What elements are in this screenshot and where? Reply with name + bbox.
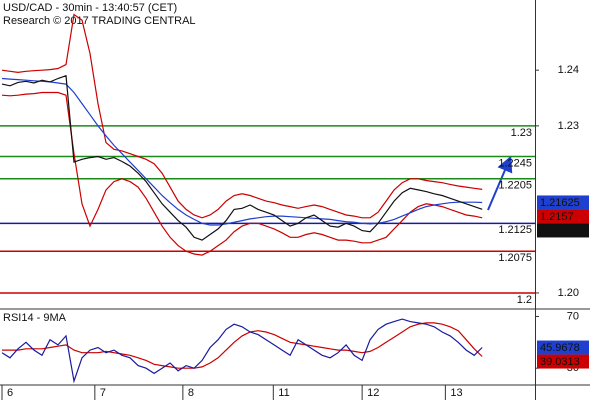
x-tick-label: 8 — [188, 387, 194, 399]
y-tick-label: 70 — [567, 310, 579, 322]
price-tag-label: 1.21625 — [540, 197, 580, 209]
series-line — [1, 13, 483, 219]
y-tick-label: 1.23 — [558, 120, 579, 132]
x-tick-label: 7 — [100, 387, 106, 399]
level-label: 1.2125 — [498, 224, 532, 236]
level-label: 1.2205 — [498, 180, 532, 192]
price-tag — [537, 354, 589, 369]
series-line — [2, 322, 483, 369]
series-line — [1, 91, 483, 256]
price-tag — [537, 195, 589, 210]
chart-subtitle: Research © 2017 TRADING CENTRAL — [3, 15, 196, 27]
level-label: 1.2075 — [498, 252, 532, 264]
x-tick-label: 12 — [367, 387, 379, 399]
x-tick-label: 6 — [7, 387, 13, 399]
level-label: 1.23 — [511, 127, 532, 139]
level-label: 1.2245 — [498, 157, 532, 169]
forecast-arrow — [487, 155, 513, 211]
price-tag-label: 1.21502 — [540, 225, 580, 237]
price-tag-label: 39.0313 — [540, 356, 580, 368]
y-tick-label: 1.20 — [558, 287, 579, 299]
series-line — [1, 77, 483, 226]
price-tag — [537, 340, 589, 355]
price-tag — [537, 209, 589, 224]
y-tick-label: 1.24 — [558, 64, 579, 76]
panel-title: RSI14 - 9MA — [3, 312, 67, 324]
series-line — [1, 318, 483, 384]
price-tag-label: 45.9678 — [540, 342, 580, 354]
series-line — [1, 74, 483, 241]
price-tag — [537, 223, 589, 238]
price-tag-label: 1.2157 — [540, 211, 574, 223]
x-tick-label: 13 — [450, 387, 462, 399]
x-tick-label: 11 — [278, 387, 289, 399]
level-label: 1.2 — [517, 294, 532, 306]
chart-title: USD/CAD - 30min - 13:40:57 (CET) — [3, 2, 177, 14]
